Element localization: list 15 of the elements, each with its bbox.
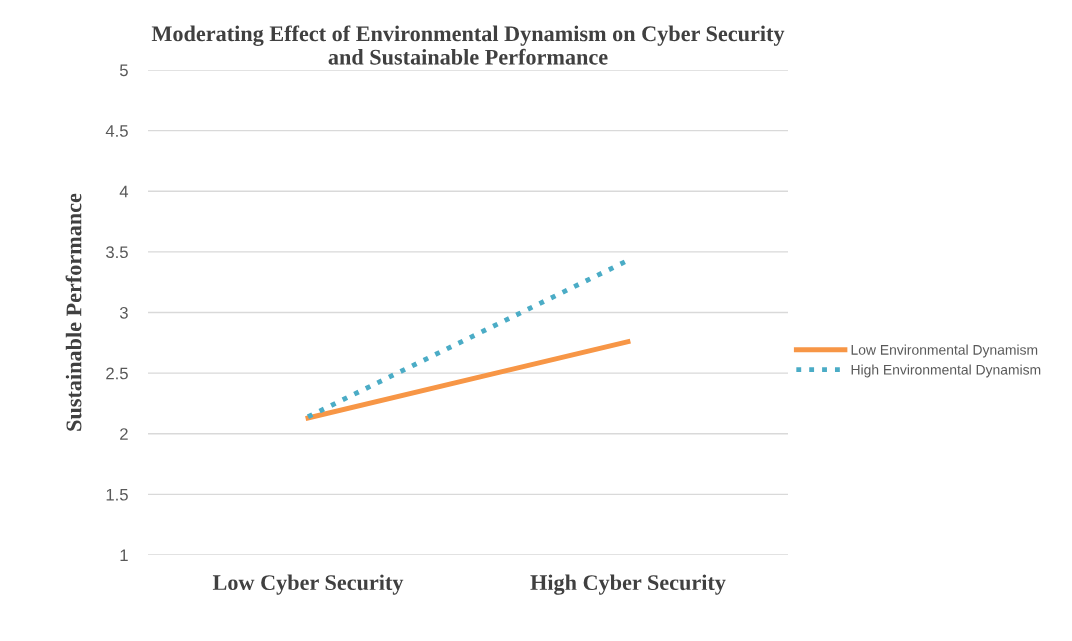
y-tick-label: 1.5 <box>106 488 128 501</box>
legend-label: High Environmental Dynamism <box>851 364 1041 378</box>
y-tick-label: 4 <box>119 185 129 198</box>
chart-title: Moderating Effect of Environmental Dynamism on Cyber Security and Sustainable Performance <box>151 25 785 65</box>
y-tick-label: 2.5 <box>106 367 128 380</box>
x-tick-label: Low Cyber Security <box>212 574 404 595</box>
y-axis-title: Sustainable Performance <box>65 193 82 431</box>
legend-label: Low Environmental Dynamism <box>851 344 1038 358</box>
y-tick-label: 3.5 <box>106 246 128 259</box>
y-tick-label: 2 <box>120 428 128 440</box>
y-tick-label: 4.5 <box>105 125 128 137</box>
y-tick-label: 3 <box>119 306 128 319</box>
y-tick-label: 5 <box>119 64 128 77</box>
x-tick-label: High Cyber Security <box>530 574 726 595</box>
y-tick-label: 1 <box>120 549 128 562</box>
